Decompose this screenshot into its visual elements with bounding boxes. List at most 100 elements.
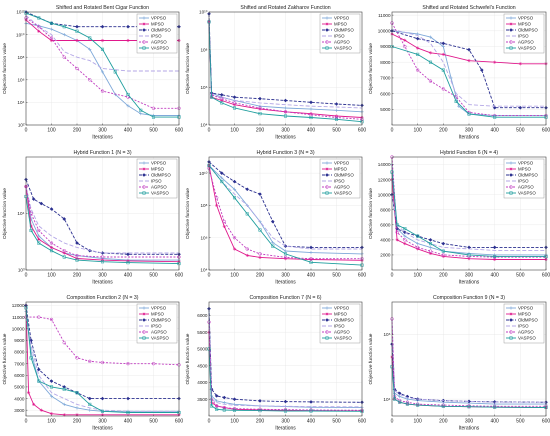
legend-marker-agpso (509, 40, 513, 44)
legend-label: AGPSO (518, 185, 534, 190)
y-axis-label: Objective function value (368, 43, 374, 94)
data-point-mpso (32, 402, 36, 406)
data-point-oldmpso (258, 96, 262, 101)
x-axis-label: Iterations (275, 426, 296, 432)
legend-marker-vaspso (509, 336, 513, 340)
series-line-oldmpso (25, 179, 179, 255)
data-point-mpso (126, 259, 130, 263)
data-point-vaspso (309, 115, 313, 120)
data-point-oldmpso (36, 367, 41, 372)
data-point-oldmpso (309, 245, 313, 250)
legend-label: IPSO (151, 179, 162, 184)
x-tick-label: 300 (98, 419, 107, 425)
x-tick-label: 600 (542, 273, 550, 279)
data-point-vaspso (334, 117, 339, 121)
data-point-mpso (126, 38, 130, 43)
data-point-oldmpso (492, 245, 497, 250)
data-point-vppso (37, 234, 41, 238)
data-point-vaspso (232, 106, 237, 110)
legend-marker-oldmpso (509, 173, 513, 177)
data-point-mpso (62, 251, 66, 255)
legend-marker-mpso (142, 22, 146, 26)
y-tick-label: 10⁴ (200, 123, 207, 128)
x-axis-label: Iterations (459, 426, 480, 432)
y-tick-label: 6000 (380, 223, 391, 228)
data-point-mpso (37, 237, 41, 241)
data-point-vaspso (258, 112, 262, 116)
data-point-agpso (100, 89, 105, 93)
series-line-oldmpso (25, 305, 179, 400)
y-tick-label: 8000 (380, 60, 391, 65)
legend-label: VPPSO (334, 161, 350, 166)
data-point-agpso (415, 245, 420, 250)
data-point-vppso (309, 250, 313, 255)
legend-label: IPSO (518, 324, 529, 329)
x-tick-label: 200 (73, 419, 82, 425)
data-point-vaspso (100, 47, 105, 51)
y-tick-label: 2000 (380, 253, 391, 258)
data-point-mpso (222, 406, 226, 410)
x-tick-label: 100 (413, 419, 422, 425)
y-axis-label: Objective function value (185, 333, 191, 384)
legend-label: VASPSO (334, 46, 352, 51)
data-point-agpso (126, 361, 130, 366)
data-point-mpso (232, 247, 237, 251)
data-point-vaspso (441, 68, 445, 72)
series-line-vppso (25, 311, 179, 412)
data-point-vppso (222, 400, 226, 405)
data-point-vaspso (151, 115, 156, 119)
legend-label: OldMPSO (334, 173, 354, 178)
data-point-vaspso (245, 212, 249, 216)
data-point-vppso (457, 104, 461, 108)
data-point-vaspso (49, 249, 54, 253)
data-point-agpso (37, 25, 41, 29)
data-point-vaspso (210, 404, 214, 408)
data-point-agpso (75, 66, 79, 71)
y-tick-label: 10⁸ (200, 47, 207, 52)
y-axis-label: Objective function value (185, 43, 191, 94)
legend-label: VPPSO (518, 16, 534, 21)
legend-marker-oldmpso (325, 28, 329, 32)
data-point-vaspso (395, 223, 399, 227)
data-point-vppso (139, 112, 143, 116)
data-point-vaspso (222, 408, 226, 412)
legend-label: MPSO (518, 22, 532, 27)
x-tick-label: 100 (230, 128, 239, 134)
x-axis-label: Iterations (275, 135, 296, 141)
data-point-oldmpso (126, 24, 130, 29)
x-tick-label: 300 (98, 273, 107, 279)
data-point-agpso (75, 356, 79, 360)
data-point-oldmpso (49, 379, 54, 383)
y-tick-label: 10⁶ (17, 78, 24, 83)
data-point-vaspso (62, 255, 66, 259)
y-tick-label: 6000 (380, 91, 391, 96)
data-point-agpso (428, 249, 433, 253)
data-point-oldmpso (214, 393, 219, 398)
data-point-mpso (309, 112, 313, 116)
legend-label: VPPSO (334, 306, 350, 311)
series-line-vaspso (391, 172, 546, 257)
x-tick-label: 100 (230, 273, 239, 279)
data-point-vaspso (29, 228, 33, 233)
series-line-vaspso (25, 307, 179, 413)
series-line-agpso (25, 17, 179, 109)
data-point-oldmpso (309, 400, 313, 404)
legend-label: OldMPSO (151, 173, 171, 178)
x-tick-label: 100 (47, 128, 56, 134)
series-line-agpso (391, 22, 546, 117)
x-tick-label: 200 (73, 128, 82, 134)
x-tick-label: 100 (47, 273, 56, 279)
y-tick-label: 4000 (380, 238, 391, 243)
data-point-oldmpso (126, 396, 130, 401)
x-tick-label: 300 (465, 273, 474, 279)
data-point-vppso (75, 406, 79, 410)
data-point-agpso (222, 405, 226, 410)
x-tick-label: 500 (149, 273, 158, 279)
y-tick-label: 10⁴ (17, 100, 24, 105)
data-point-vppso (49, 394, 54, 398)
x-tick-label: 500 (516, 419, 525, 425)
x-tick-label: 600 (542, 419, 550, 425)
data-point-agpso (403, 44, 407, 49)
data-point-vaspso (113, 70, 117, 74)
data-point-vppso (334, 108, 339, 112)
